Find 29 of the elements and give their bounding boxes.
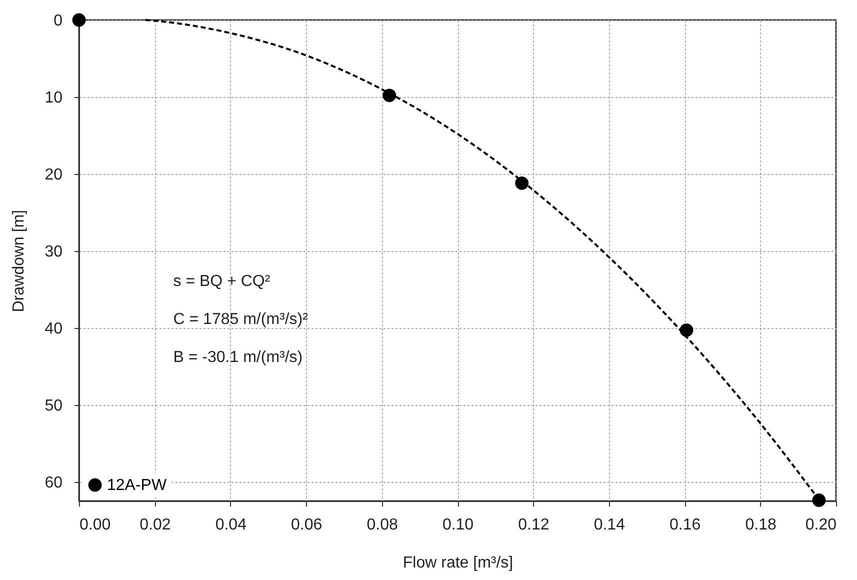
x-tick-label: 0.04	[215, 516, 247, 534]
legend-label: 12A-PW	[107, 477, 168, 494]
x-tick-label: 0.06	[291, 516, 322, 534]
x-axis-title: Flow rate [m³/s]	[402, 554, 514, 572]
y-tick-label: 50	[44, 397, 63, 414]
x-tick-label: 0.08	[366, 516, 398, 534]
x-tick-label: 0.18	[745, 516, 776, 534]
annotation: C = 1785 m/(m³/s)²	[173, 311, 309, 328]
y-tick-label: 30	[44, 243, 63, 260]
x-tick-label: 0.00	[80, 516, 111, 534]
y-tick-label: 0	[54, 12, 63, 30]
x-tick-label: 0.16	[670, 516, 701, 534]
point	[72, 13, 86, 27]
x-tick-label: 0.12	[518, 516, 550, 534]
point	[382, 88, 396, 102]
point	[680, 323, 694, 337]
y-tick-label: 40	[44, 320, 63, 338]
y-tick-label: 10	[44, 89, 63, 106]
x-tick-label: 0.10	[442, 516, 474, 534]
y-tick-label: 60	[44, 474, 63, 492]
x-tick-label: 0.14	[594, 516, 626, 534]
point	[515, 176, 529, 190]
y-tick-label: 20	[44, 166, 63, 184]
y-axis-title: Drawdown [m]	[10, 210, 28, 312]
annotation: B = -30.1 m/(m³/s)	[173, 349, 303, 366]
x-tick-label: 0.20	[805, 516, 837, 534]
x-tick-label: 0.02	[140, 516, 171, 534]
annotation: s = BQ + CQ²	[173, 273, 271, 290]
point	[812, 494, 826, 507]
